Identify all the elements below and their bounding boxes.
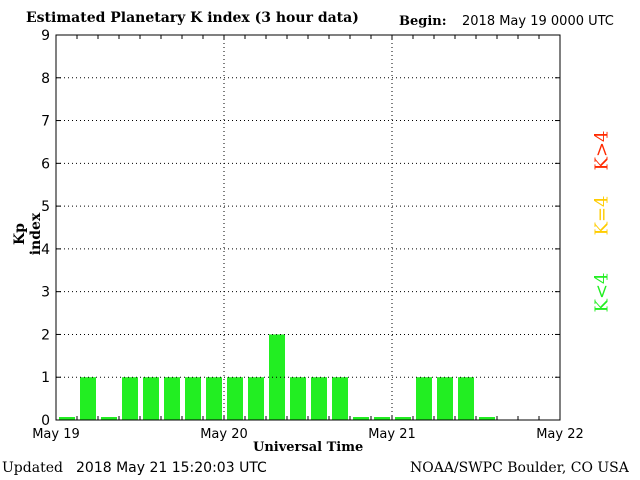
bar	[101, 417, 117, 420]
y-tick-label: 2	[41, 327, 50, 343]
y-tick-label: 8	[41, 71, 50, 87]
y-tick-label: 4	[41, 242, 50, 258]
updated-value: 2018 May 21 15:20:03 UTC	[76, 460, 267, 476]
legend-mid-label: K=4	[591, 195, 613, 236]
bar	[479, 417, 495, 420]
y-tick-label: 5	[41, 199, 50, 215]
bar-series	[59, 334, 495, 420]
bar	[311, 377, 327, 420]
bar	[332, 377, 348, 420]
bar	[458, 377, 474, 420]
bar	[353, 417, 369, 420]
begin-value: 2018 May 19 0000 UTC	[462, 14, 614, 29]
y-tick-labels: 0 1 2 3 4 5 6 7 8 9	[41, 28, 50, 429]
begin-label: Begin:	[399, 14, 447, 29]
bar	[374, 417, 390, 420]
bar	[437, 377, 453, 420]
bar	[185, 377, 201, 420]
bar	[290, 377, 306, 420]
x-tick-label: May 20	[200, 427, 248, 442]
y-tick-label: 9	[41, 28, 50, 44]
plot-frame	[55, 34, 561, 421]
legend-high: K>4	[592, 121, 613, 181]
y-tick-label: 3	[41, 285, 50, 301]
bar	[416, 377, 432, 420]
gridlines	[56, 35, 560, 420]
chart-title: Estimated Planetary K index (3 hour data…	[26, 10, 359, 26]
bar	[122, 377, 138, 420]
x-axis-label: Universal Time	[253, 440, 364, 455]
bar	[248, 377, 264, 420]
updated-label: Updated	[2, 460, 63, 476]
x-tick-label: May 21	[368, 427, 416, 442]
bar	[206, 377, 222, 420]
credit: NOAA/SWPC Boulder, CO USA	[410, 460, 629, 476]
y-axis-label: Kp index	[12, 212, 44, 256]
x-tick-labels: May 19 May 20 May 21 May 22	[32, 427, 584, 442]
x-tick-label: May 22	[536, 427, 584, 442]
x-tick-label: May 19	[32, 427, 80, 442]
bar	[227, 377, 243, 420]
bar	[59, 417, 75, 420]
legend-high-label: K>4	[591, 130, 613, 171]
legend-low: K<4	[592, 263, 613, 323]
bar	[80, 377, 96, 420]
y-tick-label: 6	[41, 156, 50, 172]
legend-low-label: K<4	[591, 272, 613, 313]
legend-mid: K=4	[592, 186, 613, 246]
axes	[55, 34, 561, 421]
y-tick-label: 1	[41, 370, 50, 386]
bar	[164, 377, 180, 420]
y-tick-label: 0	[41, 413, 50, 429]
y-tick-label: 7	[41, 114, 50, 130]
bar	[395, 417, 411, 420]
bar	[143, 377, 159, 420]
